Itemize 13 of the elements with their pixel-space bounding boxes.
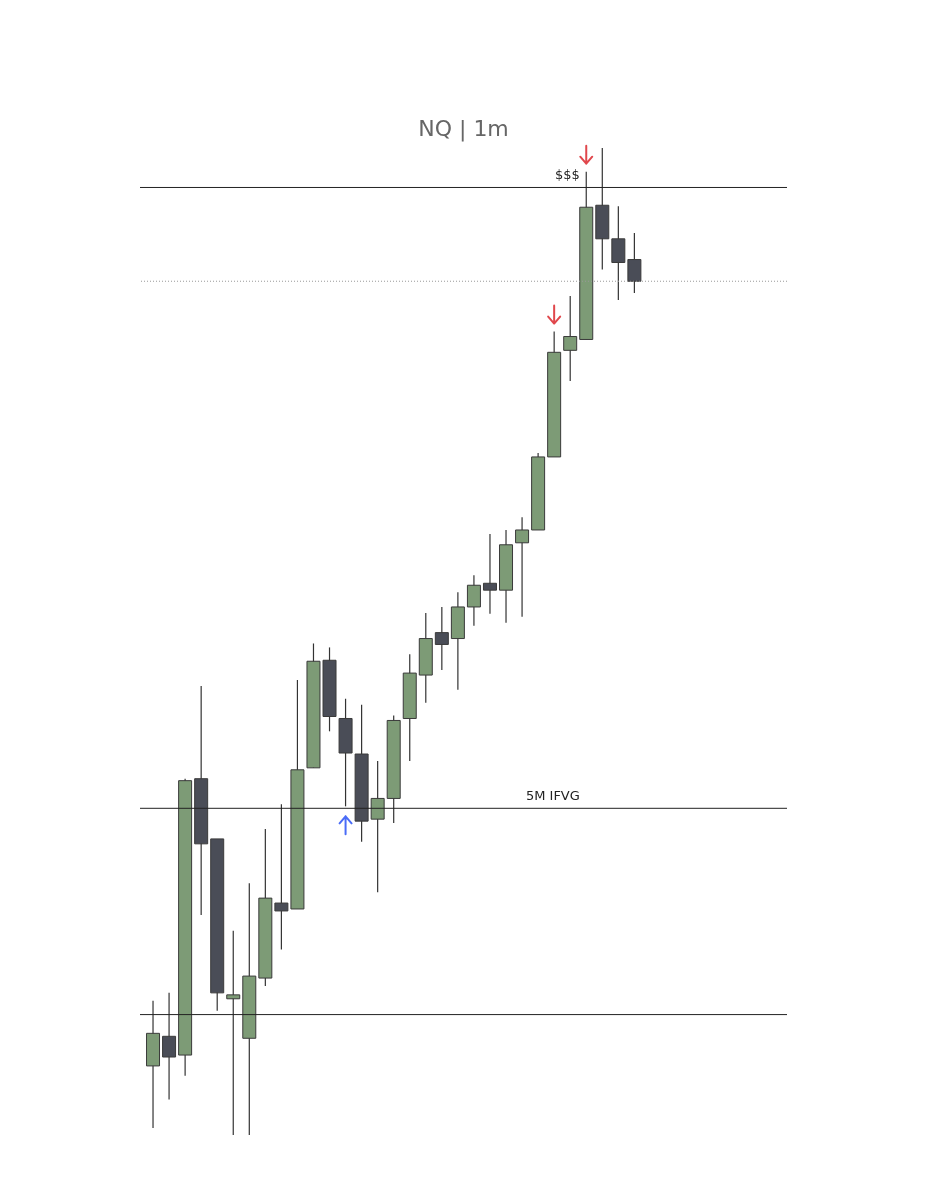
candlestick [515, 516, 530, 618]
candlestick [162, 992, 177, 1101]
candlestick [434, 606, 449, 671]
candlestick [563, 295, 578, 382]
chart-title: NQ | 1m [418, 116, 509, 143]
candlestick [611, 205, 626, 301]
ref-line-label: $$$ [555, 167, 580, 183]
candlestick [370, 760, 385, 893]
candlestick [482, 533, 497, 615]
candlestick [226, 930, 241, 1136]
candlestick [466, 574, 481, 627]
candlestick [627, 232, 642, 294]
ref-line-label: 5M IFVG [525, 788, 580, 804]
